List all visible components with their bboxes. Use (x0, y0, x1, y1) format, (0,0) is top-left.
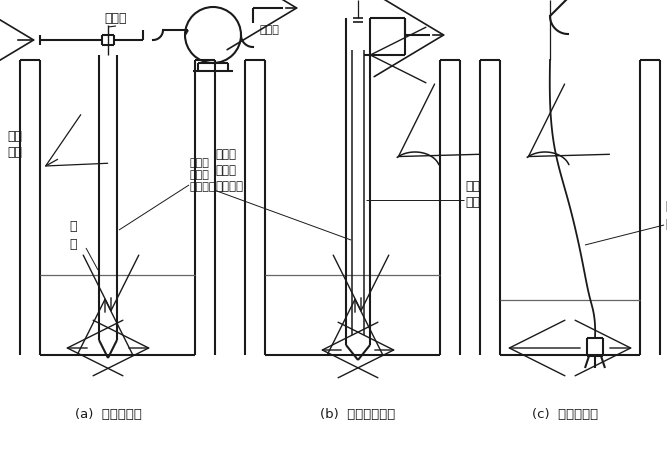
Text: 空气
软管: 空气 软管 (465, 181, 480, 209)
Text: (b)  空气升液方式: (b) 空气升液方式 (320, 409, 396, 421)
Text: 泥浆
补给: 泥浆 补给 (7, 130, 23, 159)
Text: 空气升
液排泥
管或导管: 空气升 液排泥 管或导管 (190, 158, 217, 192)
Text: 空气升
液排泥
管或导管: 空气升 液排泥 管或导管 (215, 148, 243, 192)
Text: 导
管: 导 管 (69, 219, 77, 251)
Text: 软
管: 软 管 (665, 199, 667, 231)
Text: 吸泥泵: 吸泥泵 (259, 25, 279, 35)
Text: (a)  吸泥泵方式: (a) 吸泥泵方式 (75, 409, 141, 421)
Text: (c)  泥浆泵方式: (c) 泥浆泵方式 (532, 409, 598, 421)
Text: 接合器: 接合器 (105, 11, 127, 25)
